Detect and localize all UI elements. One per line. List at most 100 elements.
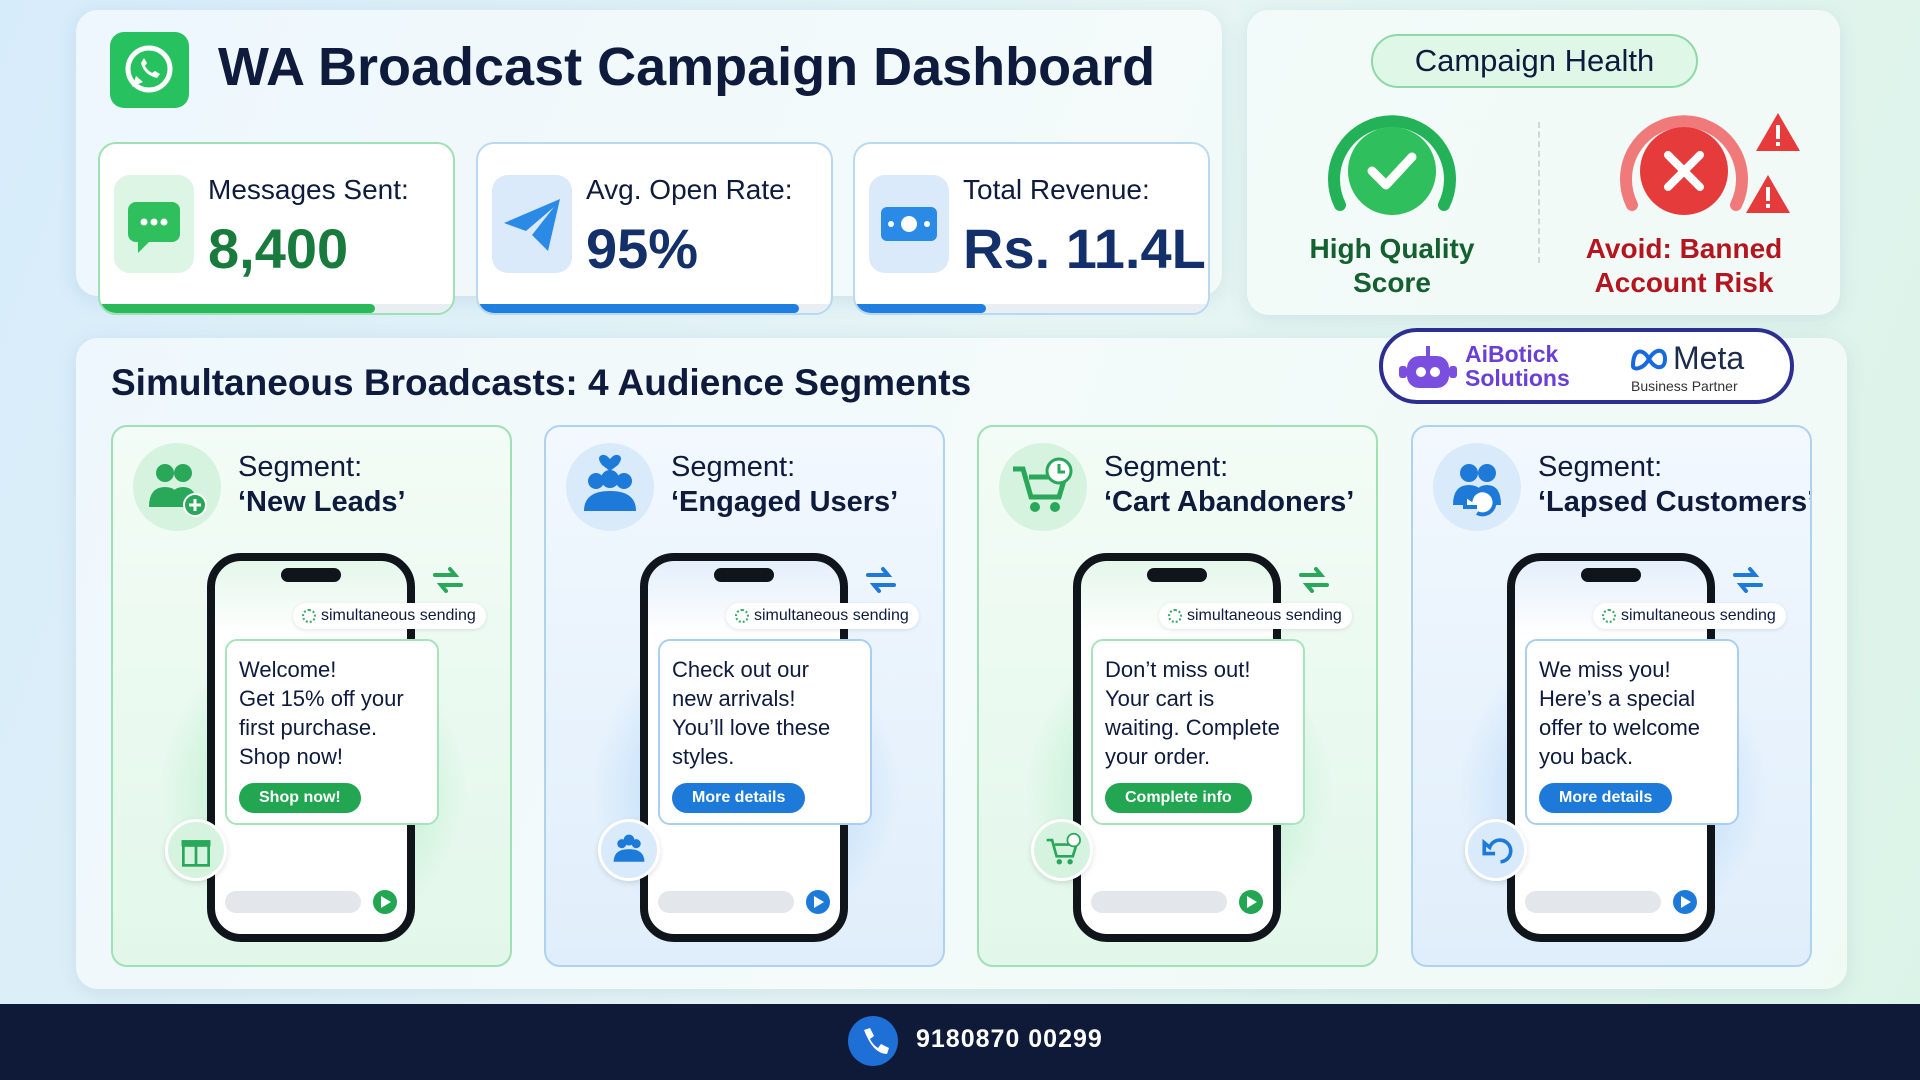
sending-status: simultaneous sending <box>726 603 919 629</box>
stat-card: Messages Sent: 8,400 <box>98 142 455 315</box>
message-line: Check out our <box>672 657 809 682</box>
progress-fill <box>855 304 986 313</box>
cta-button[interactable]: Complete info <box>1105 783 1252 813</box>
dashboard-title: WA Broadcast Campaign Dashboard <box>218 37 1156 97</box>
label-line: High Quality <box>1309 233 1475 264</box>
message-input[interactable] <box>1525 891 1661 913</box>
message-line: Get 15% off your <box>239 686 404 711</box>
message-line: We miss you! <box>1539 657 1671 682</box>
message-line: you back. <box>1539 744 1634 769</box>
message-line: Welcome! <box>239 657 337 682</box>
progress-fill <box>100 304 376 313</box>
message-bubble: Don’t miss out! Your cart is waiting. Comp… <box>1091 639 1305 825</box>
progress-track <box>855 304 1208 313</box>
stat-value: 95% <box>586 217 699 280</box>
label-line: Account Risk <box>1594 267 1774 298</box>
sync-icon <box>1733 567 1763 593</box>
sending-status: simultaneous sending <box>293 603 486 629</box>
segment-card: Segment: ‘New Leads’ simultaneous sendin… <box>111 425 512 967</box>
meta-logo <box>1631 348 1668 371</box>
message-line: Your cart is <box>1105 686 1215 711</box>
cta-button[interactable]: More details <box>1539 783 1673 813</box>
phone-notch <box>281 568 341 582</box>
message-input[interactable] <box>1091 891 1227 913</box>
message-bubble: Check out our new arrivals! You’ll love th… <box>658 639 872 825</box>
stat-icon <box>492 175 572 273</box>
partner-name: AiBotick Solutions <box>1465 342 1570 390</box>
send-button[interactable] <box>806 890 830 914</box>
stat-value: Rs. 11.4L <box>963 217 1206 280</box>
stat-card: Avg. Open Rate: 95% <box>476 142 833 315</box>
segment-badge <box>165 819 227 881</box>
segment-card: Segment: ‘Engaged Users’ simultaneous se… <box>544 425 945 967</box>
robot-icon <box>1399 346 1457 388</box>
segment-label: Segment: <box>238 451 363 483</box>
name-line: AiBotick <box>1465 341 1559 367</box>
phone-number: 9180870 00299 <box>916 1025 1103 1053</box>
label-line: Score <box>1353 267 1431 298</box>
segment-icon <box>133 443 221 531</box>
stat-label: Total Revenue: <box>963 174 1150 205</box>
phone-notch <box>714 568 774 582</box>
label-line: Avoid: Banned <box>1585 233 1783 264</box>
send-button[interactable] <box>1239 890 1263 914</box>
send-button[interactable] <box>373 890 397 914</box>
divider <box>1538 122 1540 263</box>
segment-card: Segment: ‘Cart Abandoners’ simultaneous … <box>977 425 1378 967</box>
stat-card: Total Revenue: Rs. 11.4L <box>853 142 1210 315</box>
whatsapp-logo <box>110 32 189 108</box>
partner-badge: AiBotick Solutions Meta Business Partner <box>1379 328 1794 404</box>
segment-card: Segment: ‘Lapsed Customers’ simultaneous… <box>1411 425 1812 967</box>
sync-icon <box>866 567 896 593</box>
message-line: Shop now! <box>239 744 343 769</box>
message-line: Here’s a special <box>1539 686 1696 711</box>
segment-label: Segment: <box>1104 451 1229 483</box>
stat-label: Messages Sent: <box>208 174 409 205</box>
segment-icon <box>999 443 1087 531</box>
segment-label: Segment: <box>671 451 796 483</box>
message-line: styles. <box>672 744 735 769</box>
sending-status: simultaneous sending <box>1159 603 1352 629</box>
message-line: You’ll love these <box>672 715 831 740</box>
send-button[interactable] <box>1673 890 1697 914</box>
health-title: Campaign Health <box>1371 34 1698 88</box>
meta-text: Meta <box>1673 340 1745 376</box>
progress-track <box>478 304 831 313</box>
quality-gauge <box>1328 115 1456 215</box>
segments-title: Simultaneous Broadcasts: 4 Audience Segm… <box>111 362 972 403</box>
segment-name: ‘Lapsed Customers’ <box>1538 486 1812 518</box>
progress-track <box>100 304 453 313</box>
progress-fill <box>478 304 800 313</box>
name-line: Solutions <box>1465 365 1570 391</box>
phone-notch <box>1581 568 1641 582</box>
sync-icon <box>433 567 463 593</box>
segment-badge <box>1031 819 1093 881</box>
cta-button[interactable]: More details <box>672 783 806 813</box>
message-line: offer to welcome <box>1539 715 1701 740</box>
message-bubble: We miss you! Here’s a special offer to wel… <box>1525 639 1739 825</box>
message-line: your order. <box>1105 744 1211 769</box>
message-line: waiting. Complete <box>1105 715 1280 740</box>
segment-label: Segment: <box>1538 451 1663 483</box>
stat-label: Avg. Open Rate: <box>586 174 793 205</box>
message-input[interactable] <box>225 891 361 913</box>
sending-status: simultaneous sending <box>1593 603 1786 629</box>
segment-badge <box>598 819 660 881</box>
stat-value: 8,400 <box>208 217 349 280</box>
segment-name: ‘Engaged Users’ <box>671 486 899 518</box>
message-line: first purchase. <box>239 715 378 740</box>
stat-icon <box>114 175 194 273</box>
stat-icon <box>869 175 949 273</box>
message-input[interactable] <box>658 891 794 913</box>
health-label: High Quality Score <box>1262 232 1522 300</box>
footer <box>0 1004 1920 1080</box>
message-line: new arrivals! <box>672 686 796 711</box>
phone-notch <box>1147 568 1207 582</box>
cta-button[interactable]: Shop now! <box>239 783 361 813</box>
segment-badge <box>1465 819 1527 881</box>
meta-subtitle: Business Partner <box>1631 378 1738 394</box>
sync-icon <box>1299 567 1329 593</box>
segment-icon <box>1433 443 1521 531</box>
segment-icon <box>566 443 654 531</box>
